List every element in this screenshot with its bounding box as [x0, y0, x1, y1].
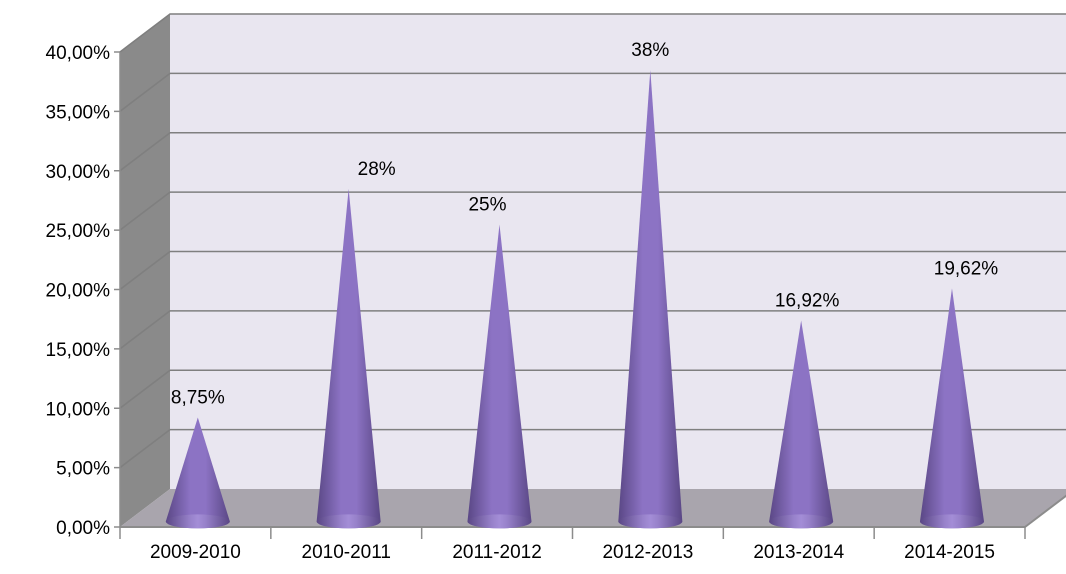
cone-body [165, 417, 230, 529]
y-axis: 0,00% 5,00% 10,00% 15,00% 20,00% 25,00% 30,00%… [46, 43, 121, 539]
y-tick-label: 5,00% [56, 459, 110, 480]
gridline [119, 428, 1066, 469]
gridline [119, 13, 1066, 53]
y-tick-label: 30,00% [46, 162, 111, 183]
x-tick-label: 2014-2015 [904, 542, 995, 563]
y-tick-label: 35,00% [46, 102, 111, 123]
cone-body [316, 188, 381, 529]
data-labels: 8,75% 28% 25% 38% 16,92% 19,62% [171, 40, 998, 408]
y-tick-label: 25,00% [46, 221, 111, 242]
gridline [119, 250, 1066, 291]
data-label: 19,62% [934, 258, 999, 279]
y-tick-label: 15,00% [46, 340, 111, 361]
y-tick-label: 20,00% [46, 281, 111, 302]
x-axis: 2009-2010 2010-2011 2011-2012 2012-2013 2013… [119, 527, 1026, 563]
cone-bar [467, 224, 532, 529]
cone-base [919, 514, 984, 529]
cone-base [769, 514, 834, 529]
cone-body [618, 70, 683, 529]
cone-bar [618, 70, 683, 529]
cone-base [165, 514, 230, 529]
cone-series [165, 70, 984, 529]
y-tick-label: 0,00% [56, 518, 110, 539]
cone-bar [769, 320, 834, 529]
cone-bar [165, 417, 230, 529]
cone-body [769, 320, 834, 529]
data-label: 16,92% [775, 290, 840, 311]
x-tick-label: 2009-2010 [150, 542, 241, 563]
gridline [119, 369, 1066, 409]
plot-walls [120, 14, 1066, 528]
data-label: 25% [468, 195, 506, 216]
cone-bar [316, 188, 381, 529]
x-tick-label: 2011-2012 [452, 542, 541, 563]
cone-body [919, 288, 984, 529]
x-tick-label: 2010-2011 [302, 542, 391, 563]
data-label: 8,75% [171, 388, 225, 409]
gridline [119, 131, 1066, 172]
data-label: 28% [358, 159, 396, 180]
gridline [119, 310, 1066, 350]
cone-base [618, 514, 683, 529]
cone-bar [919, 288, 984, 529]
gridlines [119, 13, 1066, 469]
y-tick-label: 40,00% [46, 43, 111, 64]
floor-right-edge [1024, 494, 1066, 528]
gridline [119, 191, 1066, 231]
gridline [119, 72, 1066, 113]
cone-base [316, 514, 381, 529]
x-tick-label: 2012-2013 [602, 542, 693, 563]
y-tick-label: 10,00% [46, 399, 111, 420]
cone-base [467, 514, 532, 529]
cone-body [467, 224, 532, 529]
x-tick-label: 2013-2014 [753, 542, 844, 563]
data-label: 38% [631, 40, 669, 61]
